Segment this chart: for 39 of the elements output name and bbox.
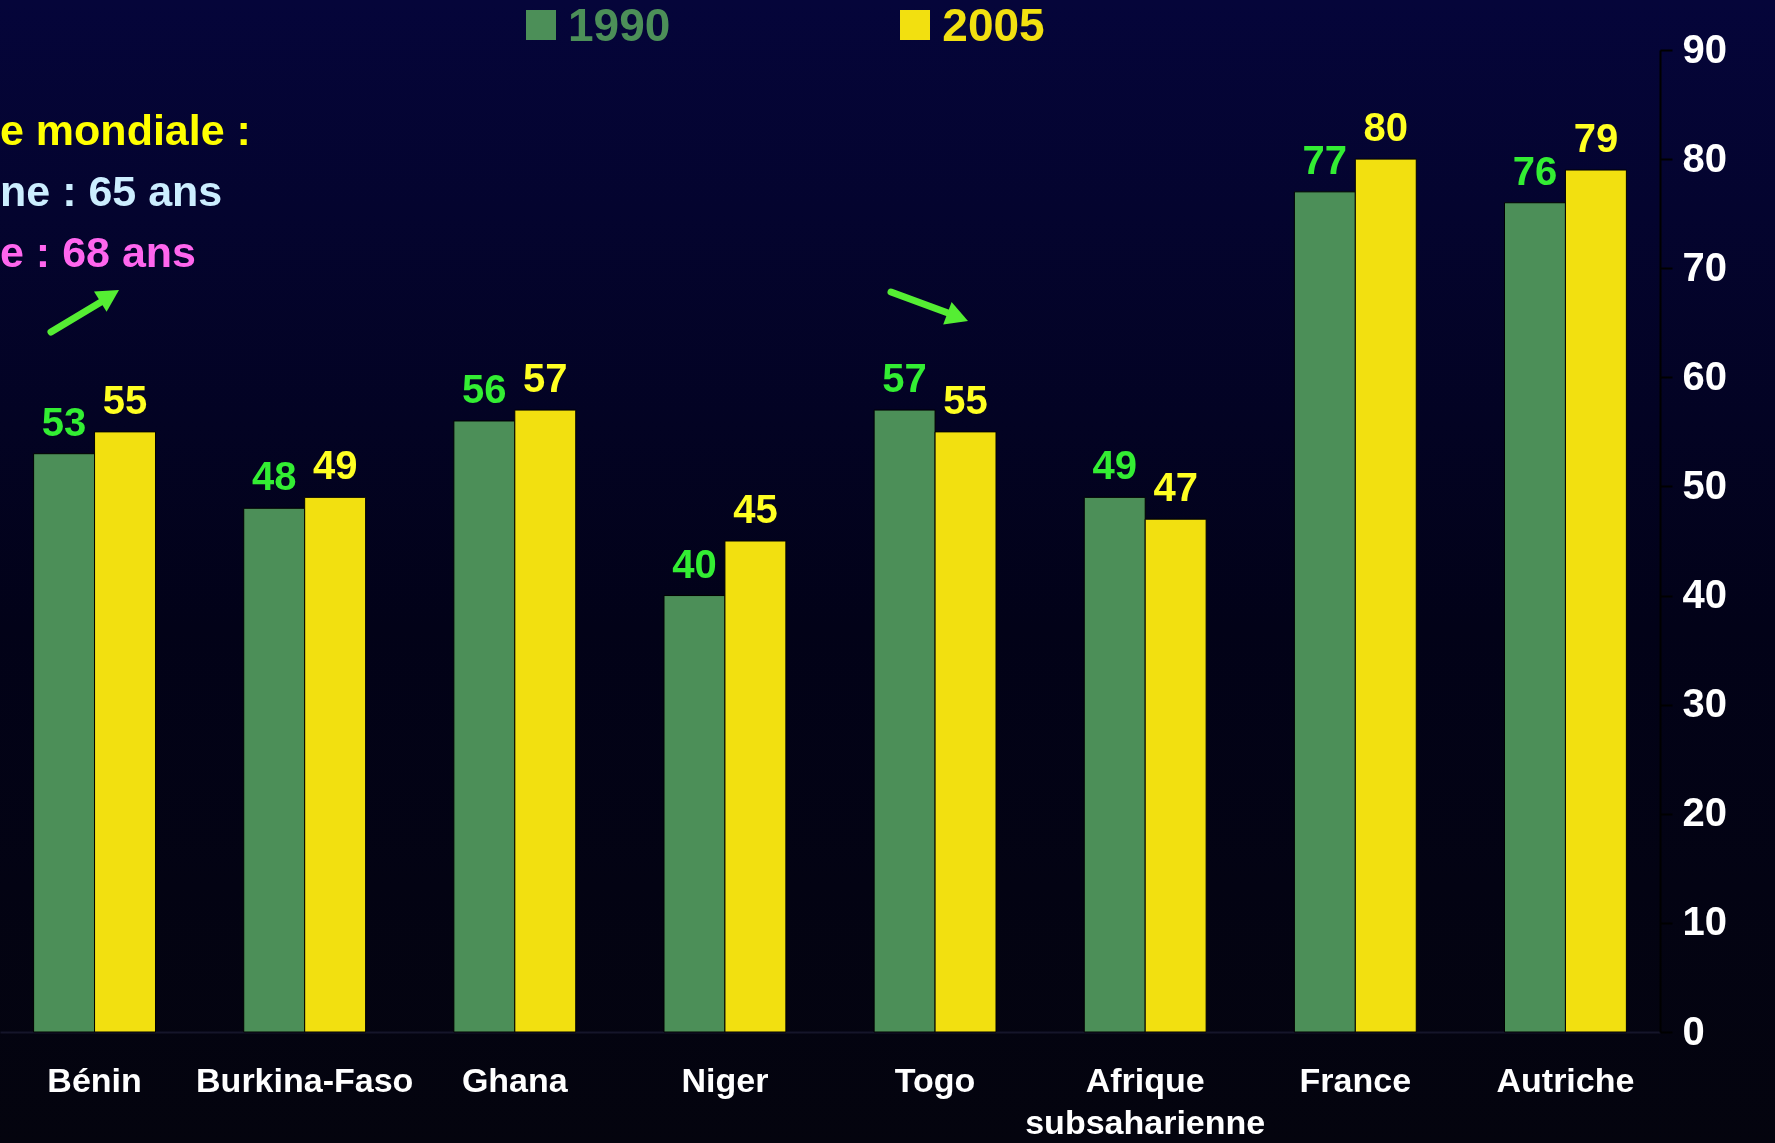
y-tick-label: 90: [1682, 26, 1727, 71]
data-label: 53: [41, 399, 87, 444]
legend-label: 2005: [942, 0, 1045, 51]
y-tick-label: 30: [1682, 681, 1727, 726]
y-tick-label: 40: [1682, 572, 1727, 617]
x-tick-label: Togo: [894, 1060, 976, 1099]
x-tick-label: Afrique subsaharienne: [1025, 1060, 1266, 1141]
data-label: 57: [523, 356, 568, 401]
data-label: 55: [102, 377, 148, 422]
x-tick-label: Bénin: [47, 1060, 142, 1099]
x-tick-label: Ghana: [461, 1060, 569, 1099]
data-label: 49: [312, 443, 358, 488]
data-label: 55: [943, 377, 988, 422]
y-tick-label: 80: [1682, 135, 1727, 180]
annotation: e mondiale :: [0, 106, 251, 154]
data-label: 40: [672, 541, 717, 586]
data-label: 76: [1512, 148, 1558, 193]
y-tick-label: 20: [1682, 790, 1727, 835]
x-tick-label: Niger: [681, 1060, 769, 1099]
data-label: 56: [462, 366, 507, 411]
data-label: 47: [1153, 465, 1198, 510]
y-tick-label: 50: [1682, 462, 1727, 507]
y-tick-label: 0: [1682, 1008, 1705, 1053]
x-tick-label: Burkina-Faso: [196, 1060, 414, 1099]
annotation: ne : 65 ans: [0, 167, 223, 215]
data-label: 45: [733, 487, 778, 531]
data-label: 49: [1092, 443, 1137, 488]
annotation: e : 68 ans: [0, 228, 196, 276]
text: 1990: [568, 0, 671, 51]
data-label: 79: [1573, 116, 1619, 161]
x-tick-label: France: [1299, 1060, 1412, 1099]
data-label: 57: [882, 356, 927, 401]
y-tick-label: 10: [1682, 899, 1727, 944]
x-tick-label: Autriche: [1496, 1060, 1635, 1099]
data-label: 80: [1363, 105, 1409, 150]
data-label: 77: [1302, 137, 1348, 182]
data-label: 48: [251, 454, 297, 499]
y-tick-label: 60: [1682, 353, 1727, 398]
y-tick-label: 70: [1682, 244, 1727, 289]
